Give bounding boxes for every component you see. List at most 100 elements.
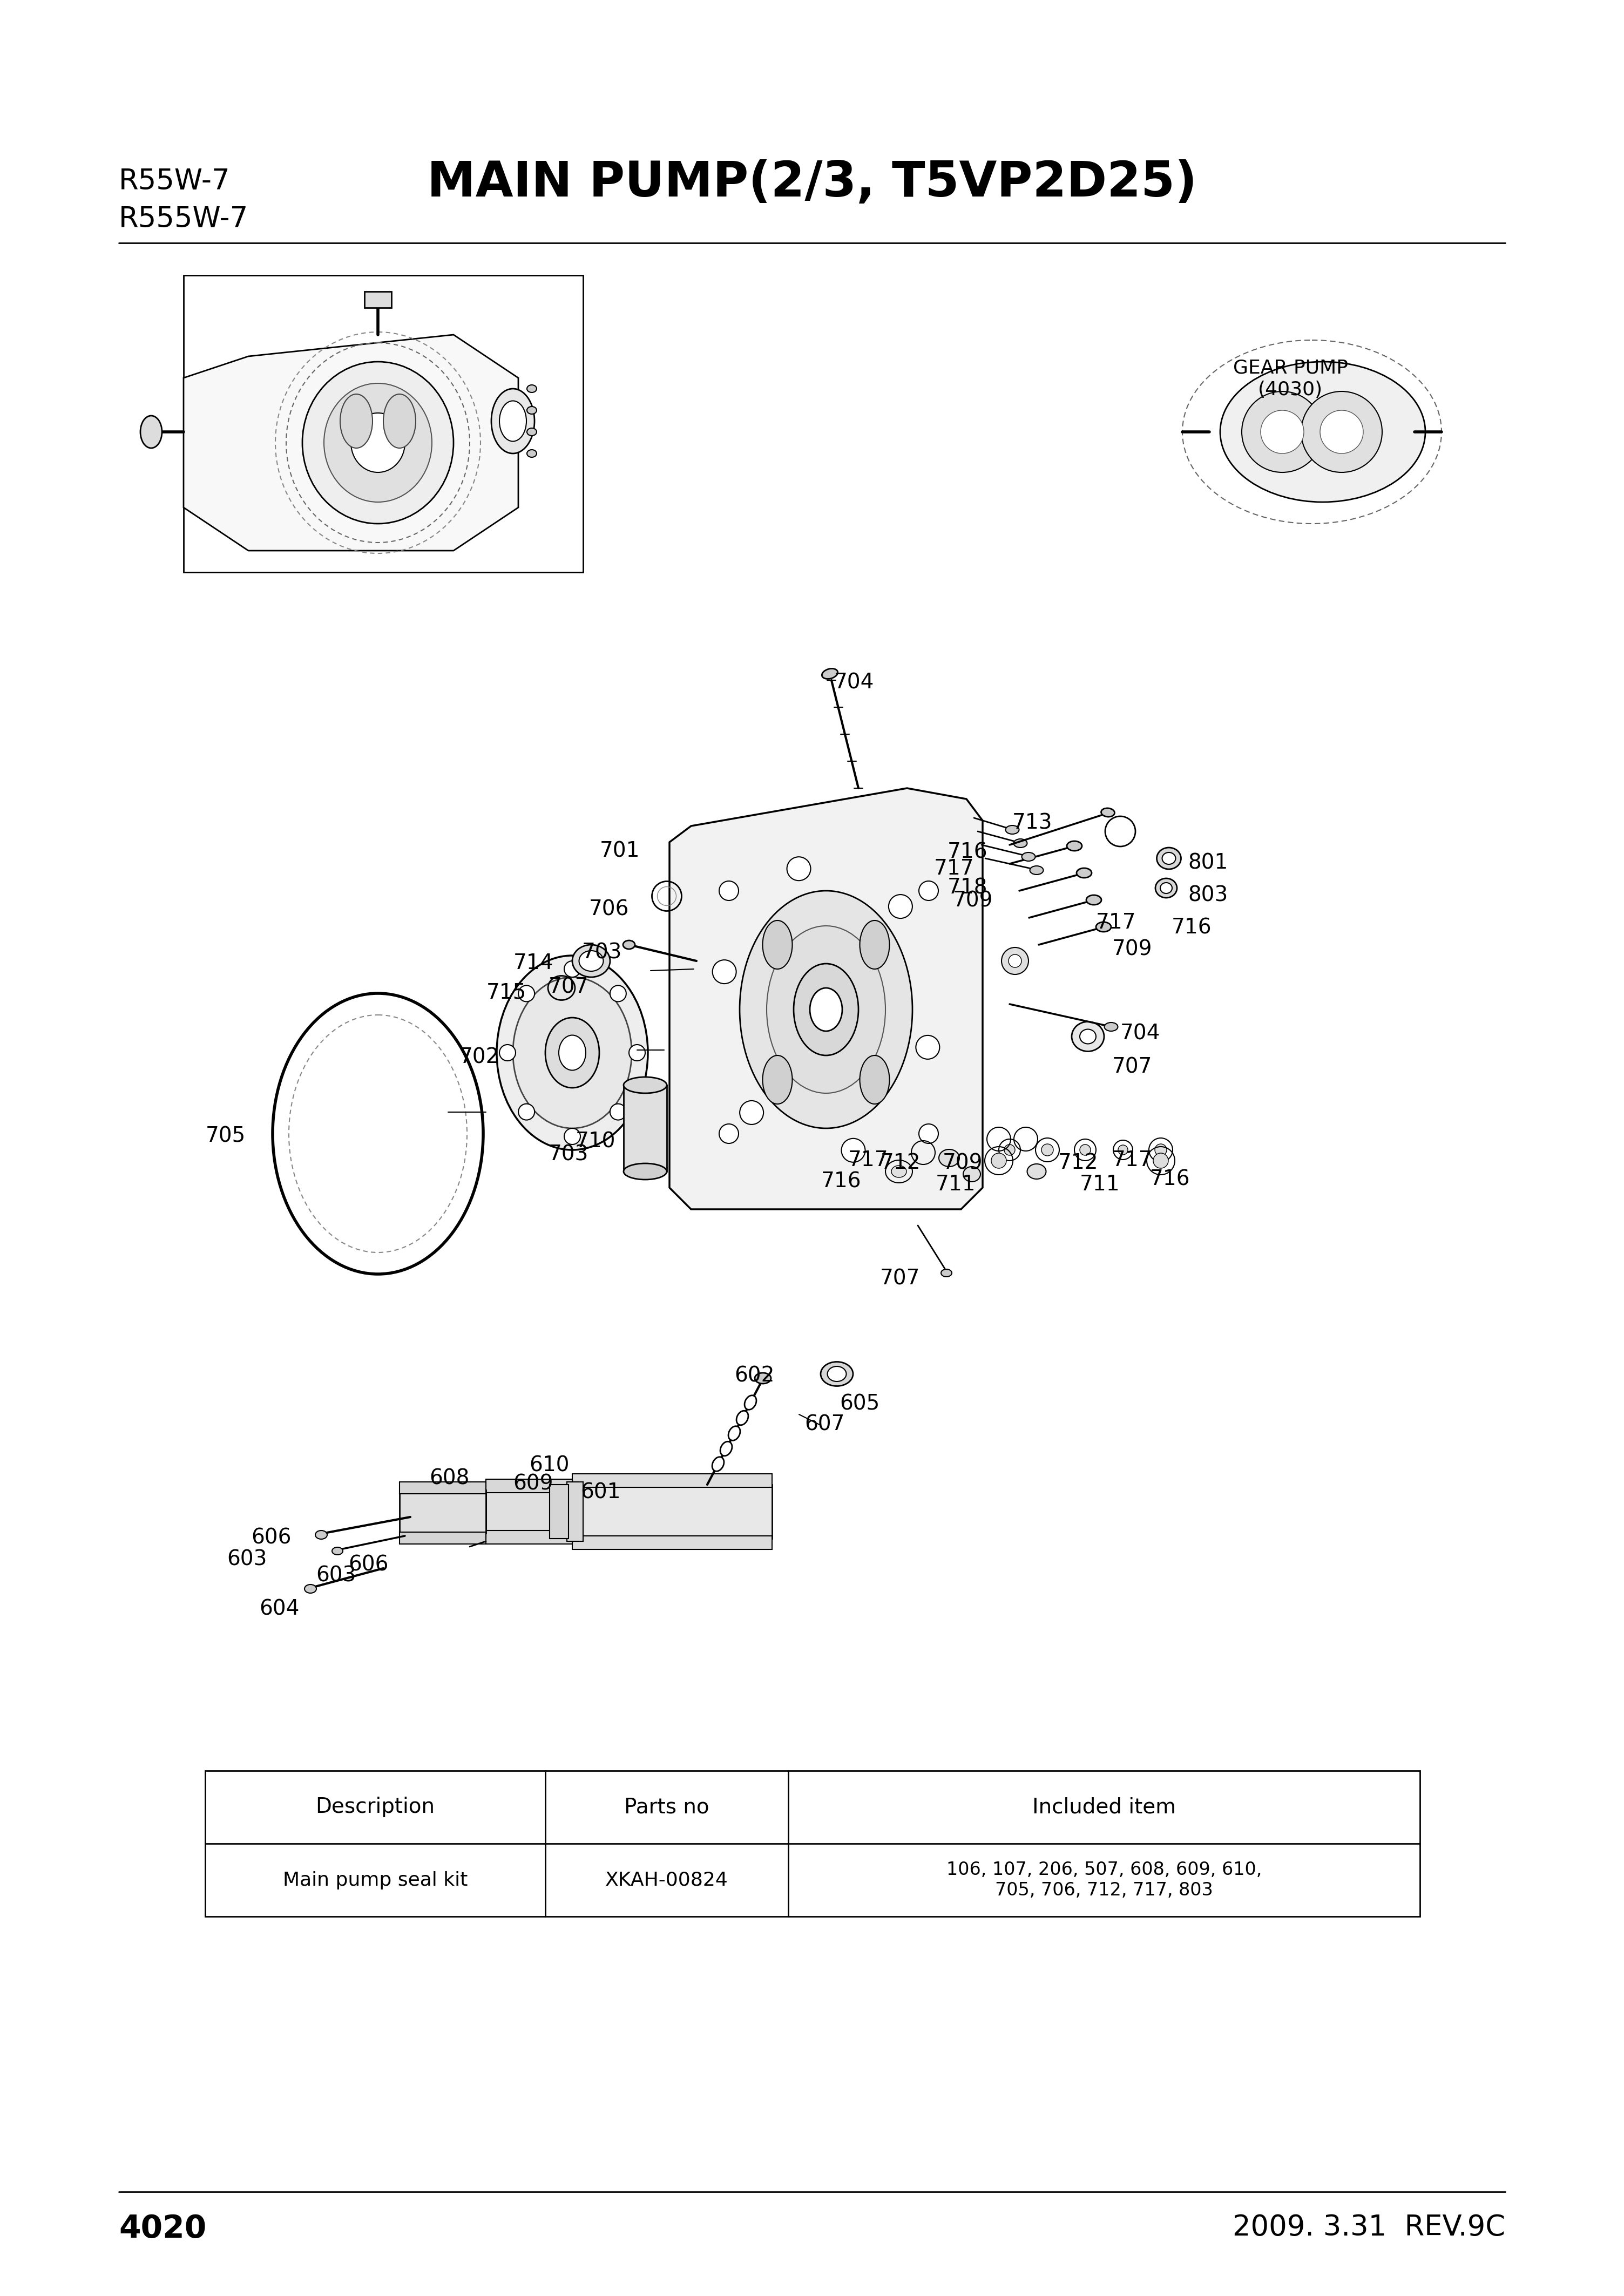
Circle shape [611, 1104, 627, 1120]
Ellipse shape [624, 941, 635, 948]
Ellipse shape [497, 955, 648, 1150]
Circle shape [564, 1127, 580, 1143]
Text: R555W-7: R555W-7 [119, 204, 248, 234]
Ellipse shape [546, 1017, 599, 1088]
Text: 2009. 3.31  REV.9C: 2009. 3.31 REV.9C [1233, 2213, 1505, 2241]
Ellipse shape [140, 416, 162, 448]
Ellipse shape [331, 1548, 343, 1554]
Bar [486, 1488, 572, 1536]
Text: Main pump seal kit: Main pump seal kit [283, 1871, 468, 1890]
Circle shape [841, 1139, 866, 1162]
Text: 4020: 4020 [119, 2213, 206, 2243]
Ellipse shape [1163, 852, 1176, 863]
Text: 803: 803 [1187, 886, 1228, 907]
Ellipse shape [713, 1458, 724, 1472]
Ellipse shape [383, 395, 416, 448]
Text: 701: 701 [599, 840, 640, 861]
Circle shape [991, 1153, 1007, 1169]
Text: 709: 709 [942, 1153, 983, 1173]
Ellipse shape [1026, 1164, 1046, 1180]
Circle shape [564, 962, 580, 978]
Text: 717: 717 [848, 1150, 888, 1171]
Ellipse shape [500, 402, 526, 441]
Circle shape [919, 1125, 939, 1143]
Text: 709: 709 [953, 891, 994, 912]
Text: 709: 709 [1112, 939, 1153, 960]
Ellipse shape [492, 388, 534, 455]
Text: 609: 609 [513, 1474, 554, 1495]
Bar [567, 1481, 583, 1541]
Ellipse shape [940, 1270, 952, 1277]
Text: Description: Description [315, 1798, 435, 1818]
Ellipse shape [526, 450, 536, 457]
Text: 717: 717 [934, 859, 974, 879]
Circle shape [1080, 1143, 1091, 1155]
Circle shape [999, 1139, 1020, 1162]
Text: 703: 703 [581, 941, 622, 962]
Ellipse shape [892, 1166, 906, 1178]
Ellipse shape [351, 413, 404, 473]
Text: (4030): (4030) [1259, 381, 1324, 400]
Text: 703: 703 [549, 1143, 588, 1164]
Circle shape [628, 1045, 645, 1061]
Circle shape [518, 985, 534, 1001]
Circle shape [719, 1125, 739, 1143]
Text: Parts no: Parts no [624, 1798, 710, 1818]
Bar [400, 1481, 486, 1495]
Circle shape [1009, 955, 1021, 967]
Ellipse shape [1220, 363, 1426, 503]
Text: 606: 606 [252, 1527, 292, 1548]
Bar [549, 1486, 568, 1538]
Text: 605: 605 [840, 1394, 880, 1414]
Text: GEAR PUMP: GEAR PUMP [1233, 358, 1348, 377]
Circle shape [1041, 1143, 1054, 1155]
Text: 714: 714 [513, 953, 554, 974]
Ellipse shape [323, 383, 432, 503]
Bar [624, 1086, 667, 1171]
Ellipse shape [1160, 882, 1173, 893]
Text: 713: 713 [1012, 813, 1052, 833]
Circle shape [919, 882, 939, 900]
Ellipse shape [1320, 411, 1363, 455]
Text: 717: 717 [1112, 1150, 1153, 1171]
Ellipse shape [739, 891, 913, 1127]
Circle shape [1036, 1139, 1059, 1162]
Circle shape [916, 1035, 940, 1058]
Ellipse shape [827, 1366, 846, 1382]
Ellipse shape [526, 406, 536, 413]
Circle shape [500, 1045, 515, 1061]
Text: 801: 801 [1187, 854, 1228, 872]
Bar [400, 1531, 486, 1543]
Circle shape [713, 960, 736, 983]
Polygon shape [669, 788, 983, 1210]
Ellipse shape [1242, 390, 1322, 473]
Text: 608: 608 [430, 1469, 469, 1488]
Text: 716: 716 [947, 843, 987, 863]
Ellipse shape [859, 921, 890, 969]
Text: 704: 704 [1121, 1024, 1161, 1045]
Ellipse shape [1013, 838, 1026, 847]
Text: R55W-7: R55W-7 [119, 168, 231, 195]
Bar [400, 1490, 486, 1534]
Text: 707: 707 [549, 978, 588, 999]
Circle shape [1117, 1146, 1127, 1155]
Text: 711: 711 [1080, 1173, 1121, 1194]
Ellipse shape [794, 964, 859, 1056]
Text: 610: 610 [529, 1456, 570, 1476]
Ellipse shape [513, 978, 632, 1127]
Circle shape [518, 1104, 534, 1120]
Text: 106, 107, 206, 507, 608, 609, 610,
705, 706, 712, 717, 803: 106, 107, 206, 507, 608, 609, 610, 705, … [947, 1860, 1262, 1899]
Ellipse shape [859, 1056, 890, 1104]
Ellipse shape [1072, 1022, 1104, 1052]
Ellipse shape [1101, 808, 1114, 817]
Text: 712: 712 [880, 1153, 921, 1173]
Bar [184, 276, 583, 572]
Ellipse shape [1067, 840, 1082, 852]
Bar [486, 1531, 572, 1543]
Ellipse shape [1080, 1029, 1096, 1045]
Text: 601: 601 [581, 1481, 620, 1502]
Text: 606: 606 [349, 1554, 388, 1575]
Text: Included item: Included item [1033, 1798, 1176, 1818]
Ellipse shape [315, 1531, 326, 1538]
Ellipse shape [728, 1426, 741, 1440]
